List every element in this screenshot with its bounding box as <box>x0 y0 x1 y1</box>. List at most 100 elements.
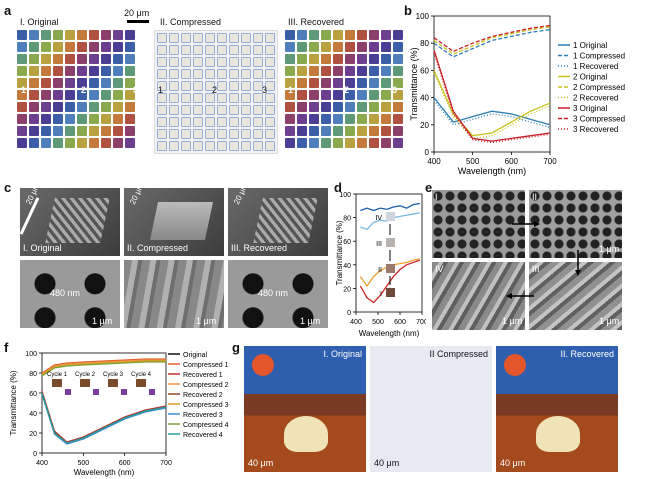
series-line <box>433 26 551 55</box>
plot-frame <box>433 15 551 153</box>
pixel-cell <box>381 54 391 64</box>
pixel-cell <box>113 78 123 88</box>
pixel-cell <box>41 114 51 124</box>
pixel-cell <box>285 90 295 100</box>
pixel-cell <box>285 126 295 136</box>
pixel-cell <box>253 117 263 127</box>
pixel-cell <box>241 141 251 151</box>
stage-swatch <box>386 238 395 247</box>
pixel-cell <box>113 126 123 136</box>
pixel-cell <box>65 66 75 76</box>
pixel-cell <box>241 93 251 103</box>
series-line <box>433 72 551 140</box>
pixel-cell <box>381 114 391 124</box>
pixel-cell <box>265 57 275 67</box>
c-pitch-original: 480 nm <box>50 288 81 298</box>
pixel-cell <box>333 42 343 52</box>
pixel-cell <box>157 105 167 115</box>
pixel-cell <box>29 90 39 100</box>
pixel-cell <box>29 30 39 40</box>
pixel-cell <box>89 66 99 76</box>
pixel-cell <box>369 42 379 52</box>
pixel-cell <box>89 54 99 64</box>
pixel-cell <box>241 69 251 79</box>
c-sem-compressed-zoom: 1 μm <box>124 260 224 328</box>
pixel-cell <box>321 54 331 64</box>
legend-label: 1 Original <box>573 41 607 50</box>
pixel-cell <box>17 66 27 76</box>
a-scalebar-label: 20 μm <box>124 8 150 18</box>
pixel-cell <box>89 102 99 112</box>
pixel-cell <box>369 66 379 76</box>
g-scale-recovered: 40 μm <box>500 458 526 468</box>
pixel-cell <box>345 102 355 112</box>
a-grid-compressed <box>154 30 278 154</box>
pixel-cell <box>253 33 263 43</box>
pixel-cell <box>77 30 87 40</box>
pixel-cell <box>89 126 99 136</box>
cycle-label: Cycle 1 <box>47 372 68 378</box>
e-arrows <box>506 221 581 299</box>
pixel-cell <box>101 30 111 40</box>
pixel-cell <box>241 105 251 115</box>
pixel-cell <box>345 66 355 76</box>
pixel-cell <box>29 102 39 112</box>
y-tick-label: 100 <box>25 351 37 358</box>
pixel-cell <box>205 129 215 139</box>
y-tick-label: 100 <box>416 12 430 21</box>
panel-label-d: d <box>334 180 342 195</box>
pixel-cell <box>369 90 379 100</box>
pixel-cell <box>381 78 391 88</box>
pixel-cell <box>253 93 263 103</box>
pixel-cell <box>217 105 227 115</box>
pixel-cell <box>101 66 111 76</box>
x-axis-label: Wavelength (nm) <box>359 329 420 338</box>
pixel-cell <box>53 78 63 88</box>
legend-label: 3 Recovered <box>573 125 618 134</box>
pixel-cell <box>101 54 111 64</box>
c-pillar-array <box>45 198 110 243</box>
pixel-cell <box>357 42 367 52</box>
pixel-cell <box>193 117 203 127</box>
pixel-cell <box>157 93 167 103</box>
pixel-cell <box>193 129 203 139</box>
pixel-cell <box>217 129 227 139</box>
y-tick-label: 40 <box>420 94 429 103</box>
pixel-cell <box>217 117 227 127</box>
cycle-label: Cycle 2 <box>75 372 96 378</box>
pixel-cell <box>393 102 403 112</box>
pixel-cell <box>229 129 239 139</box>
pixel-cell <box>157 81 167 91</box>
e-sem-I: I <box>432 190 525 258</box>
pixel-cell <box>345 90 355 100</box>
pixel-cell <box>193 69 203 79</box>
pixel-cell <box>253 69 263 79</box>
pixel-cell <box>157 129 167 139</box>
x-tick-label: 400 <box>350 319 362 326</box>
pixel-cell <box>241 117 251 127</box>
pixel-cell <box>193 93 203 103</box>
pixel-cell <box>217 93 227 103</box>
pixel-cell <box>265 141 275 151</box>
c-scale-label-recovered: 20 μm <box>232 188 250 206</box>
legend-label: Original <box>183 352 208 359</box>
pixel-cell <box>113 30 123 40</box>
pixel-cell <box>381 42 391 52</box>
pixel-cell <box>205 105 215 115</box>
pixel-cell <box>181 117 191 127</box>
panel-label-f: f <box>4 340 9 355</box>
pixel-cell <box>265 33 275 43</box>
pixel-cell <box>17 102 27 112</box>
legend-label: Recovered 3 <box>183 412 223 419</box>
pixel-cell <box>193 45 203 55</box>
pixel-cell <box>309 54 319 64</box>
stage-label: II <box>378 267 382 274</box>
pixel-cell <box>53 42 63 52</box>
pixel-cell <box>393 78 403 88</box>
stage-label: I <box>380 291 382 298</box>
pixel-cell <box>77 138 87 148</box>
pixel-cell <box>77 42 87 52</box>
y-tick-label: 60 <box>29 391 37 398</box>
pixel-cell <box>125 102 135 112</box>
pixel-cell <box>285 102 295 112</box>
